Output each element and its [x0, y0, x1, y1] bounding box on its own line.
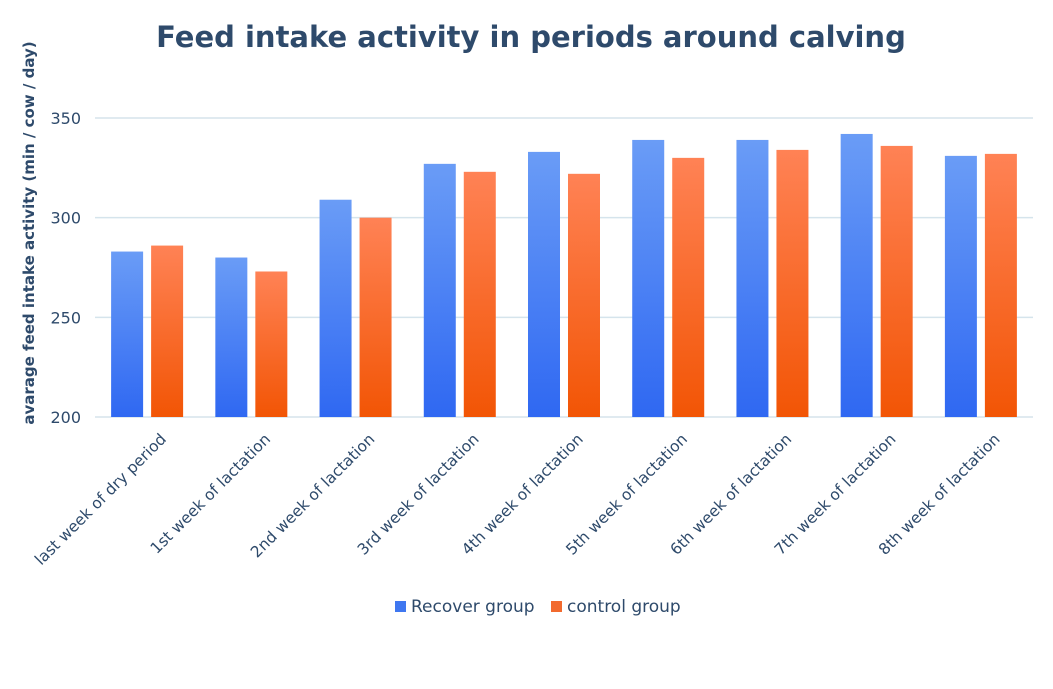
- legend-swatch-recover: [395, 601, 406, 612]
- y-tick-label: 350: [50, 109, 81, 128]
- legend-label-control: control group: [567, 597, 681, 617]
- legend: Recover group control group: [395, 597, 681, 617]
- bar-control-group: [672, 157, 705, 417]
- bar-recover-group: [944, 155, 977, 417]
- bars: [111, 133, 1017, 418]
- y-axis-ticks: 200 250 300 350: [50, 109, 81, 427]
- bar-recover-group: [840, 133, 873, 418]
- x-tick-label: 8th week of lactation: [875, 430, 1004, 559]
- y-tick-label: 300: [50, 209, 81, 228]
- y-tick-label: 250: [50, 308, 81, 327]
- bar-control-group: [463, 171, 496, 417]
- x-tick-label: 6th week of lactation: [667, 430, 796, 559]
- x-tick-label: 4th week of lactation: [458, 430, 587, 559]
- legend-label-recover: Recover group: [411, 597, 535, 617]
- bar-recover-group: [632, 139, 665, 417]
- x-tick-label: 5th week of lactation: [562, 430, 691, 559]
- legend-item-control[interactable]: control group: [551, 597, 681, 617]
- bar-recover-group: [319, 199, 352, 417]
- y-axis-label: avarage feed intake activity (min / cow …: [20, 41, 38, 424]
- bar-control-group: [776, 149, 809, 418]
- y-tick-label: 200: [50, 408, 81, 427]
- chart-title: Feed intake activity in periods around c…: [156, 20, 906, 54]
- bar-control-group: [255, 271, 288, 417]
- bar-control-group: [151, 245, 184, 417]
- gridlines: [95, 117, 1033, 418]
- bar-control-group: [984, 153, 1017, 417]
- legend-swatch-control: [551, 601, 562, 612]
- bar-control-group: [359, 217, 392, 417]
- bar-control-group: [568, 173, 600, 417]
- bar-recover-group: [215, 257, 248, 417]
- bar-control-group: [880, 145, 913, 417]
- x-tick-label: 3rd week of lactation: [354, 430, 483, 559]
- x-tick-label: 1st week of lactation: [147, 430, 274, 557]
- bar-recover-group: [423, 163, 456, 417]
- bar-recover-group: [736, 139, 769, 417]
- x-tick-label: 7th week of lactation: [771, 430, 900, 559]
- legend-item-recover[interactable]: Recover group: [395, 597, 535, 617]
- bar-recover-group: [528, 151, 560, 418]
- bar-recover-group: [111, 251, 144, 417]
